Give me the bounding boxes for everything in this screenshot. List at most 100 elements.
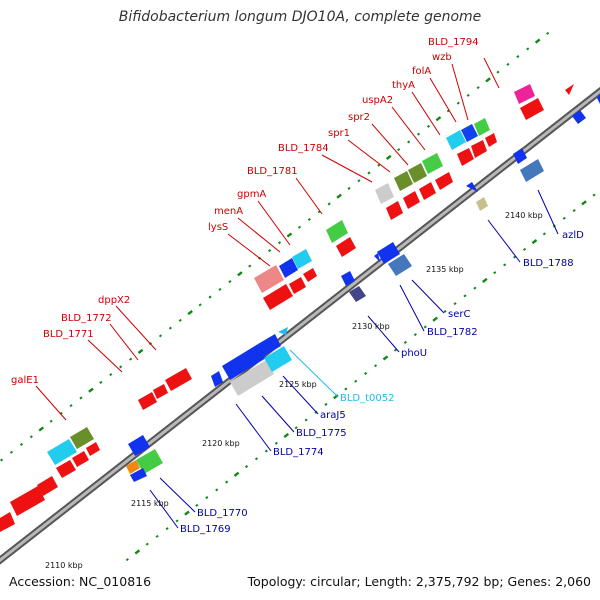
gene-block-gpmA-lysS[interactable] bbox=[254, 249, 317, 310]
tick-mark bbox=[485, 77, 491, 83]
gene-block-serC[interactable] bbox=[374, 242, 412, 276]
gene-label-bld1782[interactable]: BLD_1782 bbox=[427, 327, 478, 338]
leader-line bbox=[159, 477, 196, 513]
gene-label-wzb[interactable]: wzb bbox=[432, 52, 452, 63]
tick-mark bbox=[237, 271, 243, 277]
tick-mark bbox=[503, 263, 507, 267]
gene-block-left-edge[interactable] bbox=[0, 476, 58, 532]
gene-block-bld1770[interactable] bbox=[126, 449, 163, 482]
gene-label-thyA[interactable]: thyA bbox=[392, 80, 415, 91]
tick-mark bbox=[187, 310, 193, 316]
tick-mark bbox=[286, 232, 293, 238]
leader-line bbox=[429, 77, 457, 123]
gene-block-bld1781[interactable] bbox=[326, 220, 356, 257]
tick-mark bbox=[344, 387, 348, 391]
gene-block-bld1794[interactable] bbox=[514, 84, 574, 120]
gene-label-bld1784[interactable]: BLD_1784 bbox=[278, 143, 329, 154]
tick-mark bbox=[297, 225, 302, 229]
tick-mark bbox=[165, 527, 169, 531]
tick-mark bbox=[347, 186, 351, 190]
kbp-label: 2110 kbp bbox=[45, 561, 83, 570]
leader-line bbox=[371, 123, 409, 166]
map-title: Bifidobacterium longum DJO10A, complete … bbox=[118, 9, 482, 25]
tick-mark bbox=[69, 404, 73, 408]
tick-mark bbox=[336, 193, 342, 199]
gene-label-serC[interactable]: serC bbox=[448, 309, 470, 320]
tick-mark bbox=[29, 435, 33, 439]
tick-mark bbox=[248, 264, 252, 268]
tick-mark bbox=[274, 441, 278, 445]
leader-line bbox=[109, 323, 139, 361]
gene-label-folA[interactable]: folA bbox=[412, 66, 431, 77]
gene-label-bld1781[interactable]: BLD_1781 bbox=[247, 166, 298, 177]
gene-label-menA[interactable]: menA bbox=[214, 206, 243, 217]
tick-mark bbox=[175, 519, 179, 523]
tick-mark bbox=[184, 510, 190, 516]
gene-block-dppX2[interactable] bbox=[138, 368, 192, 410]
tick-mark bbox=[542, 232, 546, 236]
summary-text: Topology: circular; Length: 2,375,792 bp… bbox=[247, 574, 591, 589]
leader-line bbox=[487, 219, 521, 263]
tick-mark bbox=[125, 558, 129, 562]
gene-label-bld1769[interactable]: BLD_1769 bbox=[180, 524, 231, 535]
gene-label-galE1[interactable]: galE1 bbox=[11, 375, 39, 386]
gene-label-lysS[interactable]: lysS bbox=[208, 222, 228, 233]
tick-mark bbox=[254, 457, 258, 461]
leader-line bbox=[483, 57, 500, 89]
gene-label-bld1774[interactable]: BLD_1774 bbox=[273, 447, 324, 458]
gene-label-dppX2[interactable]: dppX2 bbox=[98, 295, 130, 306]
kbp-label: 2125 kbp bbox=[279, 380, 317, 389]
gene-label-bld1772[interactable]: BLD_1772 bbox=[61, 313, 112, 324]
tick-mark bbox=[137, 348, 144, 354]
leader-line bbox=[115, 305, 157, 351]
tick-mark bbox=[572, 209, 576, 213]
gene-label-bld-t0052[interactable]: BLD_t0052 bbox=[340, 393, 395, 404]
leader-line bbox=[257, 200, 291, 246]
tick-mark bbox=[19, 442, 24, 446]
leader-line bbox=[367, 315, 400, 353]
tick-mark bbox=[374, 364, 378, 368]
tick-mark bbox=[109, 373, 113, 377]
gene-block-azlD[interactable] bbox=[513, 94, 600, 182]
gene-block-bld1774[interactable] bbox=[128, 435, 150, 456]
gene-label-bld1770[interactable]: BLD_1770 bbox=[197, 508, 248, 519]
gene-label-bld1788[interactable]: BLD_1788 bbox=[523, 258, 574, 269]
gene-block-phoU[interactable] bbox=[341, 271, 366, 302]
gene-block-wzb-folA[interactable] bbox=[446, 118, 497, 166]
tick-mark bbox=[435, 116, 442, 122]
gene-label-bld1794[interactable]: BLD_1794 bbox=[428, 37, 479, 48]
gene-label-spr1[interactable]: spr1 bbox=[328, 128, 350, 139]
tick-mark bbox=[476, 86, 480, 90]
tick-mark bbox=[397, 148, 401, 152]
gene-block-bld1788[interactable] bbox=[466, 182, 488, 211]
tick-mark bbox=[357, 179, 361, 183]
gene-label-azlD[interactable]: azlD bbox=[562, 230, 584, 241]
tick-mark bbox=[215, 488, 219, 492]
leader-line bbox=[451, 63, 469, 121]
tick-mark bbox=[145, 542, 149, 546]
tick-mark bbox=[129, 357, 133, 361]
gene-label-phoU[interactable]: phoU bbox=[401, 348, 427, 359]
tick-mark bbox=[354, 379, 358, 383]
gene-label-uspA2[interactable]: uspA2 bbox=[362, 95, 393, 106]
gene-label-bld1771[interactable]: BLD_1771 bbox=[43, 329, 94, 340]
kbp-label: 2130 kbp bbox=[352, 322, 390, 331]
forward-strand-genes bbox=[0, 84, 574, 532]
gene-label-araJ5[interactable]: araJ5 bbox=[320, 410, 346, 421]
gene-block-araJ5[interactable] bbox=[211, 327, 292, 396]
tick-mark bbox=[277, 241, 282, 245]
leader-line bbox=[537, 189, 559, 235]
gene-label-spr2[interactable]: spr2 bbox=[348, 112, 370, 123]
gene-block-galE1[interactable] bbox=[47, 427, 100, 478]
tick-marks bbox=[0, 31, 596, 562]
gene-label-gpmA[interactable]: gpmA bbox=[237, 189, 266, 200]
tick-mark bbox=[377, 163, 381, 167]
gene-label-bld1775[interactable]: BLD_1775 bbox=[296, 428, 347, 439]
reverse-strand-genes bbox=[126, 94, 600, 482]
tick-mark bbox=[403, 340, 407, 344]
gene-block-thyA-spr[interactable] bbox=[375, 153, 453, 220]
tick-mark bbox=[0, 458, 4, 462]
leader-line bbox=[282, 375, 319, 415]
tick-mark bbox=[592, 193, 596, 197]
